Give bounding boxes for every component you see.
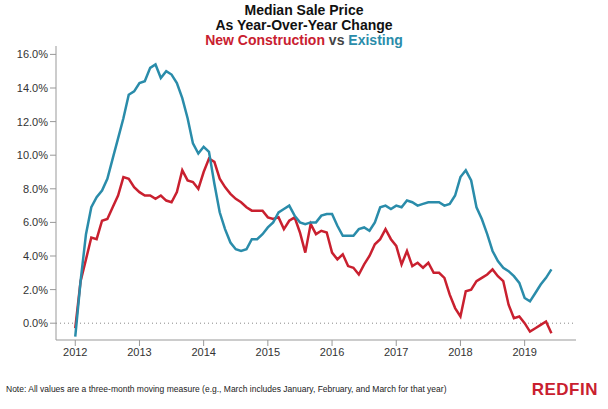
svg-text:2014: 2014 <box>191 346 215 358</box>
svg-text:4.0%: 4.0% <box>23 250 48 262</box>
svg-text:2018: 2018 <box>448 346 472 358</box>
svg-text:2.0%: 2.0% <box>23 284 48 296</box>
html-text:Note: All values are a three-m: Note: All values are a three-month movin… <box>6 384 447 394</box>
svg-text:2012: 2012 <box>63 346 87 358</box>
svg-text:6.0%: 6.0% <box>23 216 48 228</box>
svg-text:16.0%: 16.0% <box>17 48 48 60</box>
svg-text:2013: 2013 <box>127 346 151 358</box>
svg-text:14.0%: 14.0% <box>17 82 48 94</box>
svg-text:2016: 2016 <box>320 346 344 358</box>
svg-text:8.0%: 8.0% <box>23 183 48 195</box>
svg-text:2017: 2017 <box>384 346 408 358</box>
svg-text:12.0%: 12.0% <box>17 116 48 128</box>
html-text:New Construction vs Existing: New Construction vs Existing <box>205 32 403 48</box>
svg-text:0.0%: 0.0% <box>23 317 48 329</box>
svg-text:2015: 2015 <box>256 346 280 358</box>
svg-text:2019: 2019 <box>512 346 536 358</box>
svg-text:10.0%: 10.0% <box>17 149 48 161</box>
html-text:REDFIN: REDFIN <box>531 380 598 399</box>
html-text:Median Sale Price: Median Sale Price <box>244 2 364 18</box>
html-text:As Year-Over-Year Change: As Year-Over-Year Change <box>215 17 393 33</box>
